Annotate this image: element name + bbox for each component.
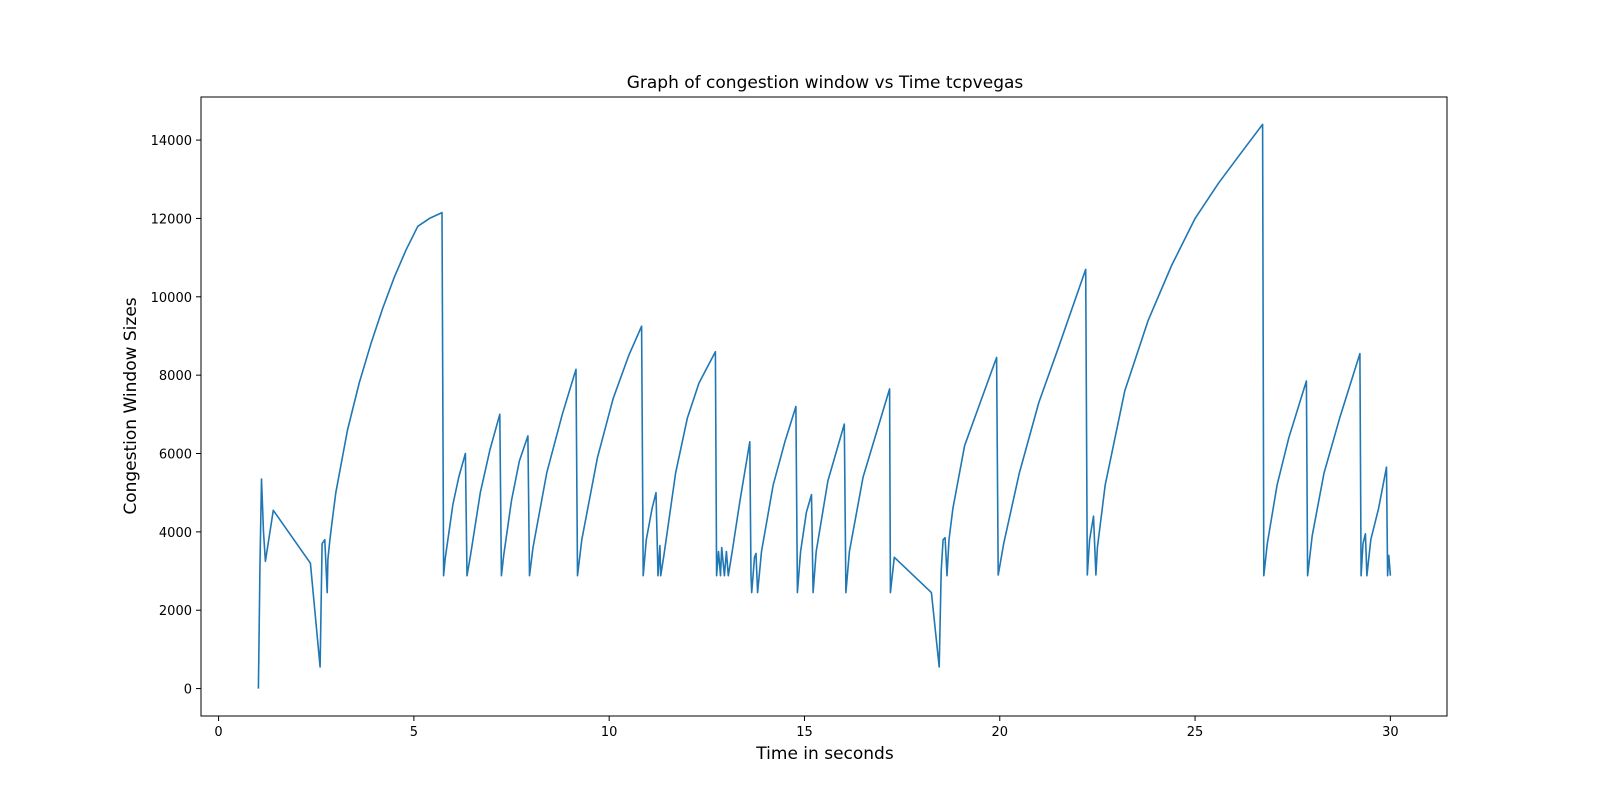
- y-tick-label: 6000: [159, 448, 192, 463]
- y-tick-label: 4000: [159, 526, 192, 541]
- y-tick-label: 8000: [159, 369, 192, 384]
- x-tick-label: 10: [601, 725, 618, 740]
- y-axis-title: Congestion Window Sizes: [121, 297, 141, 514]
- x-tick-label: 0: [214, 725, 222, 740]
- x-axis: 0 5 10 15 20 25 30: [214, 716, 1399, 740]
- y-tick-label: 2000: [159, 604, 192, 619]
- chart-title: Graph of congestion window vs Time tcpve…: [627, 73, 1024, 93]
- x-axis-title: Time in seconds: [755, 744, 894, 764]
- x-tick-label: 20: [991, 725, 1008, 740]
- x-tick-label: 5: [410, 725, 418, 740]
- y-tick-label: 10000: [151, 291, 192, 306]
- y-tick-label: 12000: [151, 212, 192, 227]
- y-axis: 0 2000 4000 6000 8000 10000 12000 14000: [151, 134, 201, 698]
- plot-area: [200, 96, 1448, 717]
- x-tick-label: 15: [796, 725, 813, 740]
- x-tick-label: 30: [1382, 725, 1399, 740]
- y-tick-label: 14000: [151, 134, 192, 149]
- congestion-window-line: [257, 123, 1392, 689]
- y-tick-label: 0: [184, 683, 192, 698]
- x-tick-label: 25: [1187, 725, 1204, 740]
